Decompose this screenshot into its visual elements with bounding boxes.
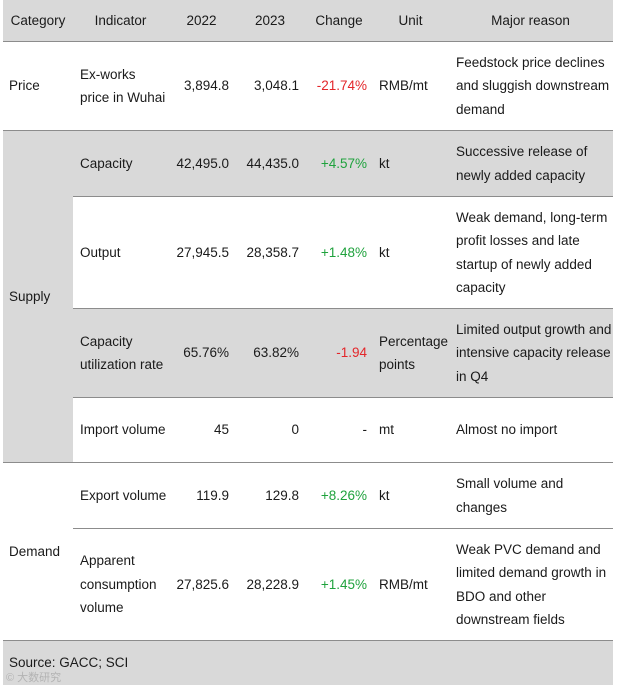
header-row: Category Indicator 2022 2023 Change Unit… (3, 0, 613, 42)
reason-cell: Almost no import (448, 397, 613, 463)
table-row: Output 27,945.5 28,358.7 +1.48% kt Weak … (3, 196, 613, 309)
value-2022: 45 (168, 397, 235, 463)
unit-cell: kt (373, 130, 448, 197)
reason-cell: Weak demand, long-term profit losses and… (448, 196, 613, 309)
header-unit: Unit (373, 0, 448, 42)
unit-cell: mt (373, 397, 448, 463)
change-value: +1.45% (320, 576, 367, 592)
value-2023: 63.82% (235, 308, 305, 398)
reason-cell: Weak PVC demand and limited demand growt… (456, 541, 607, 628)
value-2022: 27,825.6 (176, 576, 229, 592)
value-2022: 3,894.8 (168, 41, 235, 131)
header-category: Category (3, 0, 73, 42)
indicator-cell: Apparent consumption volume (80, 553, 157, 616)
header-2023: 2023 (235, 0, 305, 42)
value-2022: 119.9 (168, 462, 235, 529)
unit-cell: kt (373, 462, 448, 529)
change-value: +4.57% (305, 130, 373, 197)
header-indicator: Indicator (73, 0, 168, 42)
header-change: Change (305, 0, 373, 42)
change-value: -21.74% (305, 41, 373, 131)
reason-cell: Successive release of newly added capaci… (448, 130, 613, 197)
reason-cell: Feedstock price declines and sluggish do… (448, 41, 613, 131)
table-row: Apparent consumption volume 27,825.6 28,… (3, 529, 613, 641)
data-table: Category Indicator 2022 2023 Change Unit… (3, 0, 613, 685)
unit-cell: kt (373, 196, 448, 309)
table-row: Import volume 45 0 - mt Almost no import (3, 397, 613, 463)
table-row: Demand Export volume 119.9 129.8 +8.26% … (3, 462, 613, 641)
category-supply: Supply (3, 130, 73, 463)
change-value: - (305, 397, 373, 463)
indicator-cell: Capacity utilization rate (73, 308, 168, 398)
table-row: Capacity utilization rate 65.76% 63.82% … (3, 308, 613, 398)
source-note: Source: GACC; SCI (3, 640, 613, 685)
change-value: +1.48% (305, 196, 373, 309)
indicator-cell: Capacity (73, 130, 168, 197)
category-price: Price (3, 41, 73, 131)
indicator-cell: Output (73, 196, 168, 309)
unit-cell: Percentage points (373, 308, 448, 398)
value-2023: 28,228.9 (246, 576, 299, 592)
indicator-cell: Import volume (73, 397, 168, 463)
indicator-cell: Export volume (73, 462, 168, 529)
unit-cell: RMB/mt (379, 576, 428, 592)
change-value: -1.94 (305, 308, 373, 398)
value-2023: 44,435.0 (235, 130, 305, 197)
value-2023: 0 (235, 397, 305, 463)
category-demand: Demand (3, 462, 73, 641)
footer-row: Source: GACC; SCI (3, 640, 613, 685)
value-2023: 3,048.1 (235, 41, 305, 131)
value-2023: 28,358.7 (235, 196, 305, 309)
table-row: Price Ex-works price in Wuhai 3,894.8 3,… (3, 41, 613, 131)
header-2022: 2022 (168, 0, 235, 42)
table-row: Supply Capacity 42,495.0 44,435.0 +4.57%… (3, 130, 613, 463)
value-2022: 42,495.0 (168, 130, 235, 197)
header-reason: Major reason (448, 0, 613, 42)
unit-cell: RMB/mt (373, 41, 448, 131)
watermark: © 大数研究 (6, 672, 62, 684)
reason-cell: Small volume and changes (448, 462, 613, 529)
change-value: +8.26% (305, 462, 373, 529)
value-2022: 27,945.5 (168, 196, 235, 309)
value-2023: 129.8 (235, 462, 305, 529)
indicator-cell: Ex-works price in Wuhai (73, 41, 168, 131)
value-2022: 65.76% (168, 308, 235, 398)
reason-cell: Limited output growth and intensive capa… (448, 308, 613, 398)
